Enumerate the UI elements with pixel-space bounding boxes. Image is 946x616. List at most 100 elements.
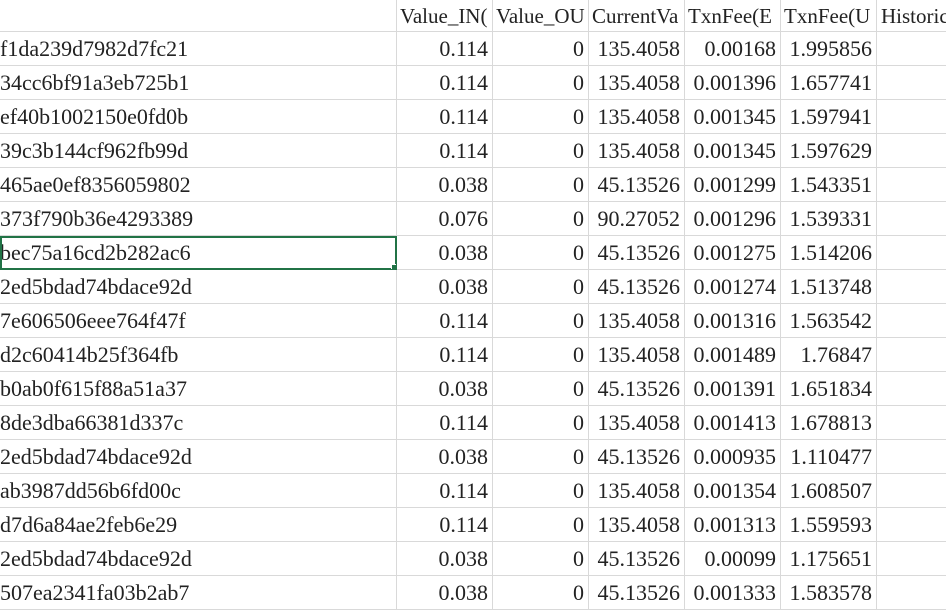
header-cell[interactable]: Historic xyxy=(877,0,946,32)
table-cell[interactable] xyxy=(877,576,946,610)
table-cell[interactable]: 0.000935 xyxy=(685,440,781,474)
table-cell[interactable]: 0 xyxy=(493,134,589,168)
table-cell[interactable]: 45.13526 xyxy=(589,236,685,270)
header-cell[interactable]: Value_OU xyxy=(493,0,589,32)
table-cell[interactable]: 1.995856 xyxy=(781,32,877,66)
table-cell[interactable]: 0.038 xyxy=(397,542,493,576)
table-cell[interactable]: 0.001489 xyxy=(685,338,781,372)
header-cell[interactable]: TxnFee(E xyxy=(685,0,781,32)
table-cell[interactable] xyxy=(877,372,946,406)
table-cell[interactable]: 1.651834 xyxy=(781,372,877,406)
table-cell[interactable]: 0 xyxy=(493,508,589,542)
table-cell[interactable]: f1da239d7982d7fc21 xyxy=(0,32,397,66)
table-cell[interactable]: 135.4058 xyxy=(589,508,685,542)
table-cell[interactable] xyxy=(877,270,946,304)
table-cell[interactable]: 0 xyxy=(493,66,589,100)
table-cell[interactable] xyxy=(877,202,946,236)
table-cell[interactable] xyxy=(877,32,946,66)
table-cell[interactable]: 8de3dba66381d337c xyxy=(0,406,397,440)
table-cell[interactable]: 0.001275 xyxy=(685,236,781,270)
table-cell[interactable]: 0.001316 xyxy=(685,304,781,338)
header-cell[interactable]: CurrentVa xyxy=(589,0,685,32)
table-cell[interactable]: 0.00099 xyxy=(685,542,781,576)
header-cell[interactable]: Value_IN( xyxy=(397,0,493,32)
table-cell[interactable]: 0.114 xyxy=(397,66,493,100)
table-cell[interactable] xyxy=(877,168,946,202)
table-cell[interactable]: 0 xyxy=(493,440,589,474)
table-cell[interactable]: 0.114 xyxy=(397,338,493,372)
table-cell[interactable] xyxy=(877,66,946,100)
table-cell[interactable]: 45.13526 xyxy=(589,542,685,576)
table-cell[interactable]: 0 xyxy=(493,32,589,66)
table-cell[interactable]: 1.175651 xyxy=(781,542,877,576)
table-cell[interactable]: b0ab0f615f88a51a37 xyxy=(0,372,397,406)
table-cell[interactable]: 1.513748 xyxy=(781,270,877,304)
table-cell[interactable] xyxy=(877,474,946,508)
table-cell[interactable]: 0.038 xyxy=(397,168,493,202)
table-cell[interactable]: 45.13526 xyxy=(589,576,685,610)
table-cell[interactable]: 45.13526 xyxy=(589,440,685,474)
table-cell[interactable]: 2ed5bdad74bdace92d xyxy=(0,440,397,474)
table-cell[interactable]: 0.114 xyxy=(397,304,493,338)
table-cell[interactable]: 2ed5bdad74bdace92d xyxy=(0,270,397,304)
table-cell[interactable]: 0 xyxy=(493,372,589,406)
table-cell[interactable]: 135.4058 xyxy=(589,66,685,100)
table-cell[interactable]: 0.076 xyxy=(397,202,493,236)
table-cell[interactable]: 0.114 xyxy=(397,134,493,168)
table-cell[interactable] xyxy=(877,134,946,168)
table-cell[interactable]: 0.001345 xyxy=(685,100,781,134)
table-cell[interactable]: 34cc6bf91a3eb725b1 xyxy=(0,66,397,100)
table-cell[interactable]: 373f790b36e4293389 xyxy=(0,202,397,236)
table-cell[interactable]: 0 xyxy=(493,474,589,508)
table-cell[interactable]: 1.539331 xyxy=(781,202,877,236)
table-cell[interactable]: 507ea2341fa03b2ab7 xyxy=(0,576,397,610)
table-cell[interactable]: 135.4058 xyxy=(589,134,685,168)
table-cell[interactable]: 90.27052 xyxy=(589,202,685,236)
table-cell[interactable]: 0.001413 xyxy=(685,406,781,440)
table-cell[interactable]: 7e606506eee764f47f xyxy=(0,304,397,338)
table-cell[interactable]: 465ae0ef8356059802 xyxy=(0,168,397,202)
table-cell[interactable]: 2ed5bdad74bdace92d xyxy=(0,542,397,576)
table-cell[interactable]: 0.114 xyxy=(397,474,493,508)
table-cell[interactable]: 135.4058 xyxy=(589,304,685,338)
table-cell[interactable]: 0 xyxy=(493,576,589,610)
table-cell[interactable]: 0 xyxy=(493,270,589,304)
table-cell[interactable]: 0.001391 xyxy=(685,372,781,406)
table-cell[interactable]: 0.114 xyxy=(397,508,493,542)
table-cell[interactable]: 0.001313 xyxy=(685,508,781,542)
table-cell[interactable]: 135.4058 xyxy=(589,338,685,372)
table-cell[interactable]: ef40b1002150e0fd0b xyxy=(0,100,397,134)
table-cell[interactable]: 0 xyxy=(493,236,589,270)
table-cell[interactable]: 0.001396 xyxy=(685,66,781,100)
table-cell[interactable]: 0.038 xyxy=(397,440,493,474)
table-cell[interactable] xyxy=(877,304,946,338)
table-cell[interactable]: 1.583578 xyxy=(781,576,877,610)
table-cell[interactable]: 1.608507 xyxy=(781,474,877,508)
table-cell[interactable] xyxy=(877,338,946,372)
table-cell[interactable] xyxy=(877,440,946,474)
table-cell[interactable]: 0.038 xyxy=(397,372,493,406)
table-cell[interactable]: 135.4058 xyxy=(589,100,685,134)
table-cell[interactable]: 0 xyxy=(493,202,589,236)
header-cell[interactable]: TxnFee(U xyxy=(781,0,877,32)
table-cell[interactable]: 45.13526 xyxy=(589,372,685,406)
table-cell[interactable]: 0 xyxy=(493,338,589,372)
table-cell[interactable]: 1.110477 xyxy=(781,440,877,474)
table-cell[interactable]: 135.4058 xyxy=(589,474,685,508)
header-cell[interactable] xyxy=(0,0,397,32)
table-cell[interactable]: d7d6a84ae2feb6e29 xyxy=(0,508,397,542)
table-cell[interactable]: 135.4058 xyxy=(589,32,685,66)
table-cell[interactable]: 45.13526 xyxy=(589,270,685,304)
table-cell[interactable]: 0 xyxy=(493,168,589,202)
table-cell[interactable]: d2c60414b25f364fb xyxy=(0,338,397,372)
table-cell[interactable]: 1.678813 xyxy=(781,406,877,440)
table-cell[interactable] xyxy=(877,100,946,134)
fill-handle[interactable] xyxy=(391,264,396,269)
table-cell[interactable]: 0.114 xyxy=(397,406,493,440)
table-cell[interactable]: ab3987dd56b6fd00c xyxy=(0,474,397,508)
table-cell[interactable]: 0.001345 xyxy=(685,134,781,168)
table-cell[interactable]: 1.559593 xyxy=(781,508,877,542)
table-cell[interactable] xyxy=(877,406,946,440)
table-cell[interactable]: 0.001299 xyxy=(685,168,781,202)
table-cell[interactable]: 0 xyxy=(493,100,589,134)
